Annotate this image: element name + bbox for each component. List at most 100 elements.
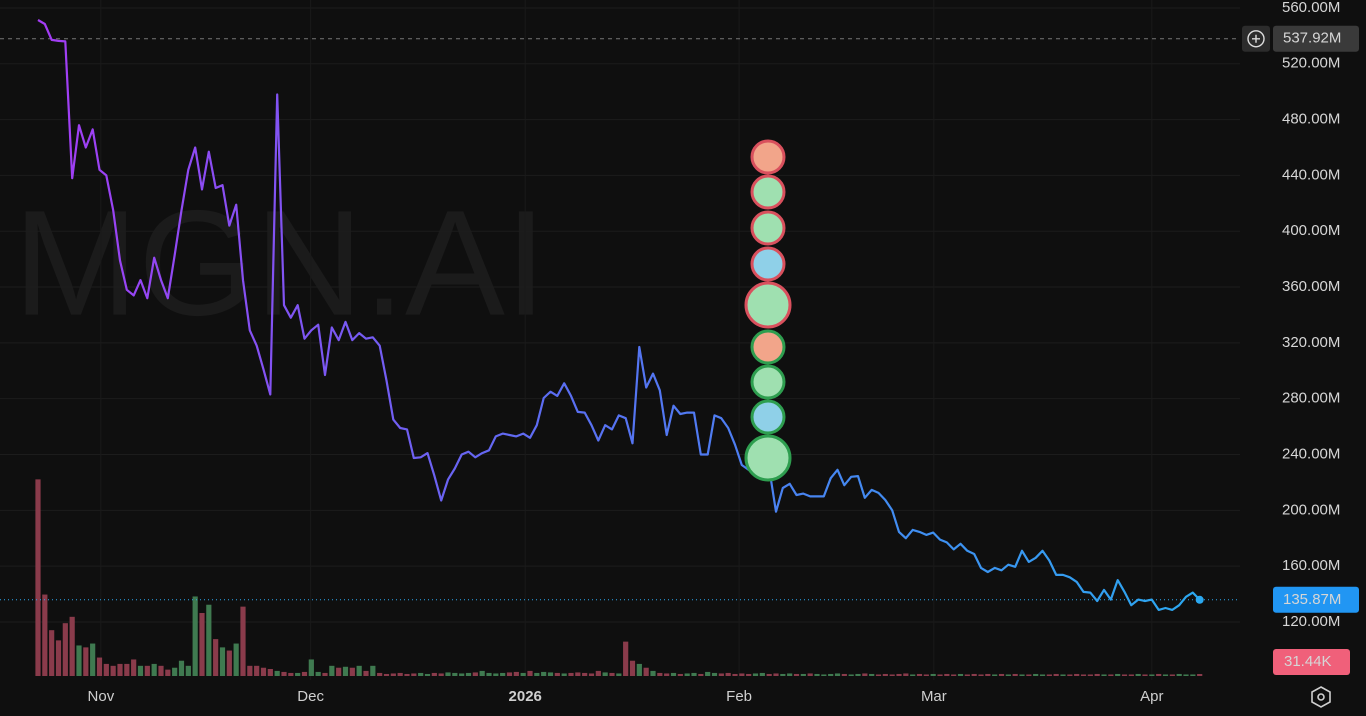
volume-bar: [964, 674, 970, 676]
volume-bar: [602, 672, 608, 676]
volume-bar: [1176, 673, 1182, 676]
volume-bar: [595, 670, 601, 676]
volume-label-box: [1273, 648, 1350, 675]
volume-bar: [472, 672, 478, 676]
volume-bar: [1156, 673, 1162, 676]
volume-bar: [356, 665, 362, 676]
volume-bar: [1115, 673, 1121, 676]
event-markers[interactable]: [744, 139, 792, 482]
y-tick-label: 520.00M: [1282, 55, 1340, 72]
volume-bar: [739, 673, 745, 676]
y-tick-label: 320.00M: [1282, 334, 1340, 351]
volume-bar: [1074, 673, 1080, 676]
y-tick-label: 440.00M: [1282, 166, 1340, 183]
volume-bar: [1087, 674, 1093, 676]
volume-bar: [978, 674, 984, 676]
volume-bar: [336, 667, 342, 676]
volume-bar: [664, 673, 670, 676]
volume-bar: [1080, 674, 1087, 676]
volume-bar: [513, 671, 519, 676]
x-tick-label: Nov: [88, 688, 115, 705]
volume-bar: [1012, 673, 1018, 676]
volume-bar: [452, 672, 458, 676]
y-tick-label: 120.00M: [1282, 613, 1340, 630]
volume-bar: [1026, 674, 1032, 676]
volume-bar: [383, 673, 390, 676]
volume-bar: [793, 673, 800, 676]
volume-bar: [42, 594, 48, 676]
x-tick-label: Mar: [921, 688, 947, 705]
volume-bar: [377, 672, 383, 676]
volume-bar: [725, 672, 731, 676]
volume-bar: [459, 673, 465, 676]
volume-bar: [944, 673, 950, 676]
volume-bar: [766, 673, 772, 676]
volume-bar: [923, 674, 929, 676]
volume-bar: [493, 673, 499, 676]
volume-bar: [363, 670, 369, 676]
volume-bar: [527, 670, 533, 676]
volume-bar: [172, 667, 178, 676]
volume-bar: [582, 672, 588, 676]
volume-bar: [541, 671, 547, 676]
volume-bar: [568, 672, 574, 676]
volume-bar: [1121, 674, 1128, 676]
volume-bar: [862, 673, 868, 676]
crosshair-add-button[interactable]: [1242, 25, 1270, 52]
volume-bar: [746, 673, 752, 676]
volume-bar: [705, 671, 711, 676]
settings-icon[interactable]: [1311, 686, 1331, 708]
volume-bar: [855, 673, 861, 676]
volume-bar: [998, 673, 1005, 676]
volume-bar: [370, 665, 376, 676]
volume-bar: [49, 630, 55, 676]
volume-bar: [609, 672, 615, 676]
volume-bar: [267, 669, 273, 676]
volume-bar: [397, 672, 403, 676]
volume-bar: [240, 606, 246, 676]
crosshair-label-box: [1273, 25, 1359, 52]
volume-bar: [1039, 674, 1046, 676]
volume-bar: [55, 640, 62, 676]
volume-bar: [903, 673, 909, 676]
volume-bar: [985, 673, 991, 676]
y-tick-label: 560.00M: [1282, 0, 1340, 16]
volume-bar: [260, 667, 267, 676]
volume-bar: [759, 672, 765, 676]
volume-bar: [992, 674, 998, 676]
volume-bar: [554, 672, 560, 676]
volume-bar: [650, 670, 656, 676]
volume-bar: [213, 639, 219, 676]
volume-bar: [69, 616, 75, 676]
volume-bar: [117, 663, 123, 676]
volume-bar: [1197, 673, 1203, 676]
volume-bar: [1053, 673, 1059, 676]
volume-bar: [35, 479, 41, 676]
volume-bar: [834, 673, 841, 676]
volume-bar: [137, 665, 144, 676]
volume-bar: [96, 657, 103, 676]
volume-bar: [90, 643, 96, 676]
volume-bar: [869, 673, 875, 676]
volume-bar: [1101, 674, 1107, 676]
volume-bar: [465, 672, 472, 676]
volume-bar: [226, 650, 232, 676]
volume-bar: [575, 672, 581, 676]
volume-bar: [315, 671, 321, 676]
volume-bar: [76, 645, 82, 676]
volume-bar: [889, 674, 895, 676]
volume-bar: [1046, 674, 1052, 676]
volume-bar: [131, 659, 137, 676]
volume-bar: [1190, 674, 1196, 676]
y-tick-label: 280.00M: [1282, 390, 1340, 407]
volume-bar: [110, 665, 116, 676]
volume-bar: [957, 673, 964, 676]
volume-last-label: 31.44K: [1284, 653, 1332, 670]
x-tick-label: Feb: [726, 688, 752, 705]
volume-bar: [643, 667, 649, 676]
volume-bar: [418, 672, 424, 676]
volume-bar: [506, 672, 513, 676]
volume-bar: [848, 674, 854, 676]
volume-bar: [951, 674, 957, 676]
volume-bar: [937, 674, 943, 676]
